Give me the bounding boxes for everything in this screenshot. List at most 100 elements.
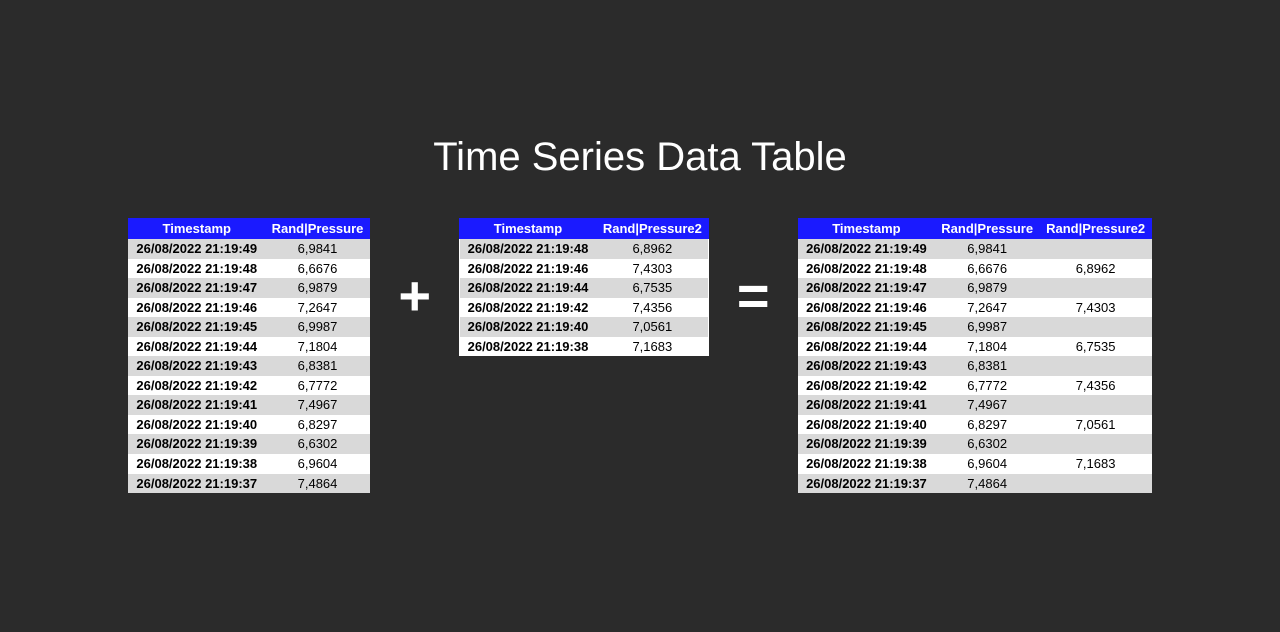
table-row: 26/08/2022 21:19:406,8297 [128,415,370,435]
cell-timestamp: 26/08/2022 21:19:44 [128,337,265,357]
cell-timestamp: 26/08/2022 21:19:48 [128,259,265,279]
table-row: 26/08/2022 21:19:377,4864 [128,474,370,494]
table-row: 26/08/2022 21:19:456,9987 [798,317,1152,337]
table2-wrap: Timestamp Rand|Pressure2 26/08/2022 21:1… [449,218,719,356]
cell-value: 7,1804 [265,337,370,357]
cell-value: 6,7772 [935,376,1040,396]
cell-timestamp: 26/08/2022 21:19:37 [128,474,265,494]
table-row: 26/08/2022 21:19:467,26477,4303 [798,298,1152,318]
cell-value [1040,239,1152,259]
table3-body: 26/08/2022 21:19:496,9841 26/08/2022 21:… [798,239,1152,494]
cell-value: 7,4967 [265,395,370,415]
table1-wrap: Timestamp Rand|Pressure 26/08/2022 21:19… [118,218,381,493]
cell-value: 7,4864 [935,474,1040,494]
cell-timestamp: 26/08/2022 21:19:47 [798,278,935,298]
table-row: 26/08/2022 21:19:436,8381 [128,356,370,376]
cell-timestamp: 26/08/2022 21:19:46 [798,298,935,318]
table-row: 26/08/2022 21:19:386,9604 [128,454,370,474]
cell-value: 6,8962 [1040,259,1152,279]
table1-col-timestamp: Timestamp [128,219,265,239]
table2-col-timestamp: Timestamp [460,219,597,239]
cell-value: 6,9841 [935,239,1040,259]
table-row: 26/08/2022 21:19:387,1683 [460,337,709,357]
cell-value: 6,9879 [265,278,370,298]
cell-value: 7,1804 [935,337,1040,357]
table-row: 26/08/2022 21:19:436,8381 [798,356,1152,376]
cell-timestamp: 26/08/2022 21:19:44 [460,278,597,298]
cell-value: 7,0561 [596,317,708,337]
tables-row: Timestamp Rand|Pressure 26/08/2022 21:19… [0,218,1280,493]
cell-timestamp: 26/08/2022 21:19:40 [128,415,265,435]
cell-value: 6,9604 [265,454,370,474]
table1-col-pressure: Rand|Pressure [265,219,370,239]
table-row: 26/08/2022 21:19:386,96047,1683 [798,454,1152,474]
table2-body: 26/08/2022 21:19:486,8962 26/08/2022 21:… [460,239,709,357]
cell-value: 6,7535 [1040,337,1152,357]
table-row: 26/08/2022 21:19:456,9987 [128,317,370,337]
cell-value: 7,4864 [265,474,370,494]
table-row: 26/08/2022 21:19:467,4303 [460,259,709,279]
cell-timestamp: 26/08/2022 21:19:42 [128,376,265,396]
table-row: 26/08/2022 21:19:377,4864 [798,474,1152,494]
table-row: 26/08/2022 21:19:417,4967 [798,395,1152,415]
cell-timestamp: 26/08/2022 21:19:45 [798,317,935,337]
cell-value: 6,6676 [265,259,370,279]
cell-value: 6,8297 [265,415,370,435]
cell-value: 6,9604 [935,454,1040,474]
table-row: 26/08/2022 21:19:486,66766,8962 [798,259,1152,279]
table-row: 26/08/2022 21:19:396,6302 [128,434,370,454]
cell-value [1040,434,1152,454]
cell-value: 7,0561 [1040,415,1152,435]
cell-timestamp: 26/08/2022 21:19:49 [798,239,935,259]
table3-col-timestamp: Timestamp [798,219,935,239]
cell-timestamp: 26/08/2022 21:19:41 [128,395,265,415]
table3-wrap: Timestamp Rand|Pressure Rand|Pressure2 2… [788,218,1163,493]
cell-timestamp: 26/08/2022 21:19:48 [460,239,597,259]
table-row: 26/08/2022 21:19:426,77727,4356 [798,376,1152,396]
cell-timestamp: 26/08/2022 21:19:42 [460,298,597,318]
cell-timestamp: 26/08/2022 21:19:37 [798,474,935,494]
cell-value: 6,8381 [265,356,370,376]
cell-value: 6,6676 [935,259,1040,279]
table3: Timestamp Rand|Pressure Rand|Pressure2 2… [798,218,1153,493]
cell-timestamp: 26/08/2022 21:19:42 [798,376,935,396]
cell-value: 6,6302 [935,434,1040,454]
table-row: 26/08/2022 21:19:396,6302 [798,434,1152,454]
cell-value: 6,6302 [265,434,370,454]
cell-value: 7,2647 [265,298,370,318]
table-row: 26/08/2022 21:19:476,9879 [128,278,370,298]
table1: Timestamp Rand|Pressure 26/08/2022 21:19… [128,218,371,493]
cell-timestamp: 26/08/2022 21:19:39 [128,434,265,454]
cell-value: 6,7535 [596,278,708,298]
cell-timestamp: 26/08/2022 21:19:43 [128,356,265,376]
table-row: 26/08/2022 21:19:496,9841 [798,239,1152,259]
plus-operator: + [380,218,449,324]
table-row: 26/08/2022 21:19:476,9879 [798,278,1152,298]
cell-timestamp: 26/08/2022 21:19:49 [128,239,265,259]
table-row: 26/08/2022 21:19:406,82977,0561 [798,415,1152,435]
cell-timestamp: 26/08/2022 21:19:48 [798,259,935,279]
table-row: 26/08/2022 21:19:427,4356 [460,298,709,318]
table-row: 26/08/2022 21:19:486,6676 [128,259,370,279]
table2-header-row: Timestamp Rand|Pressure2 [460,219,709,239]
cell-value: 7,4303 [1040,298,1152,318]
cell-value: 6,8297 [935,415,1040,435]
table1-header-row: Timestamp Rand|Pressure [128,219,370,239]
cell-timestamp: 26/08/2022 21:19:38 [460,337,597,357]
cell-value [1040,317,1152,337]
cell-value: 7,1683 [596,337,708,357]
table3-col-pressure2: Rand|Pressure2 [1040,219,1152,239]
cell-value: 6,9841 [265,239,370,259]
cell-timestamp: 26/08/2022 21:19:44 [798,337,935,357]
table-row: 26/08/2022 21:19:447,18046,7535 [798,337,1152,357]
canvas: Time Series Data Table Timestamp Rand|Pr… [0,0,1280,632]
cell-value: 6,7772 [265,376,370,396]
table1-body: 26/08/2022 21:19:496,9841 26/08/2022 21:… [128,239,370,494]
cell-timestamp: 26/08/2022 21:19:40 [798,415,935,435]
table-row: 26/08/2022 21:19:486,8962 [460,239,709,259]
cell-value: 6,9879 [935,278,1040,298]
cell-value: 7,1683 [1040,454,1152,474]
cell-timestamp: 26/08/2022 21:19:46 [460,259,597,279]
table-row: 26/08/2022 21:19:446,7535 [460,278,709,298]
table2-col-pressure2: Rand|Pressure2 [596,219,708,239]
